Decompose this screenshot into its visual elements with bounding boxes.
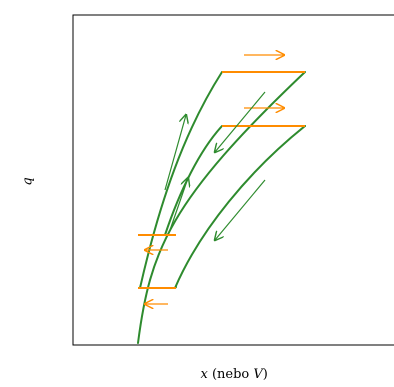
x-axis-var: x xyxy=(200,367,208,382)
arrow-up-inner xyxy=(169,178,188,231)
x-axis-label: x (nebo V) xyxy=(201,367,268,382)
x-axis-paren: (nebo xyxy=(207,367,254,382)
outer-loop-lower-branch xyxy=(174,125,306,289)
plot-frame xyxy=(72,14,394,346)
arrow-down-middle xyxy=(215,91,266,152)
x-axis-alt: V xyxy=(253,367,263,382)
base-curve xyxy=(137,71,306,344)
x-axis-close: ) xyxy=(262,367,268,382)
y-axis-label: q xyxy=(20,177,36,186)
inner-loop-upper-branch xyxy=(164,125,223,236)
arrow-down-lower xyxy=(215,179,266,240)
arrow-up-left xyxy=(164,115,186,191)
outer-loop-upper-branch xyxy=(139,71,223,289)
